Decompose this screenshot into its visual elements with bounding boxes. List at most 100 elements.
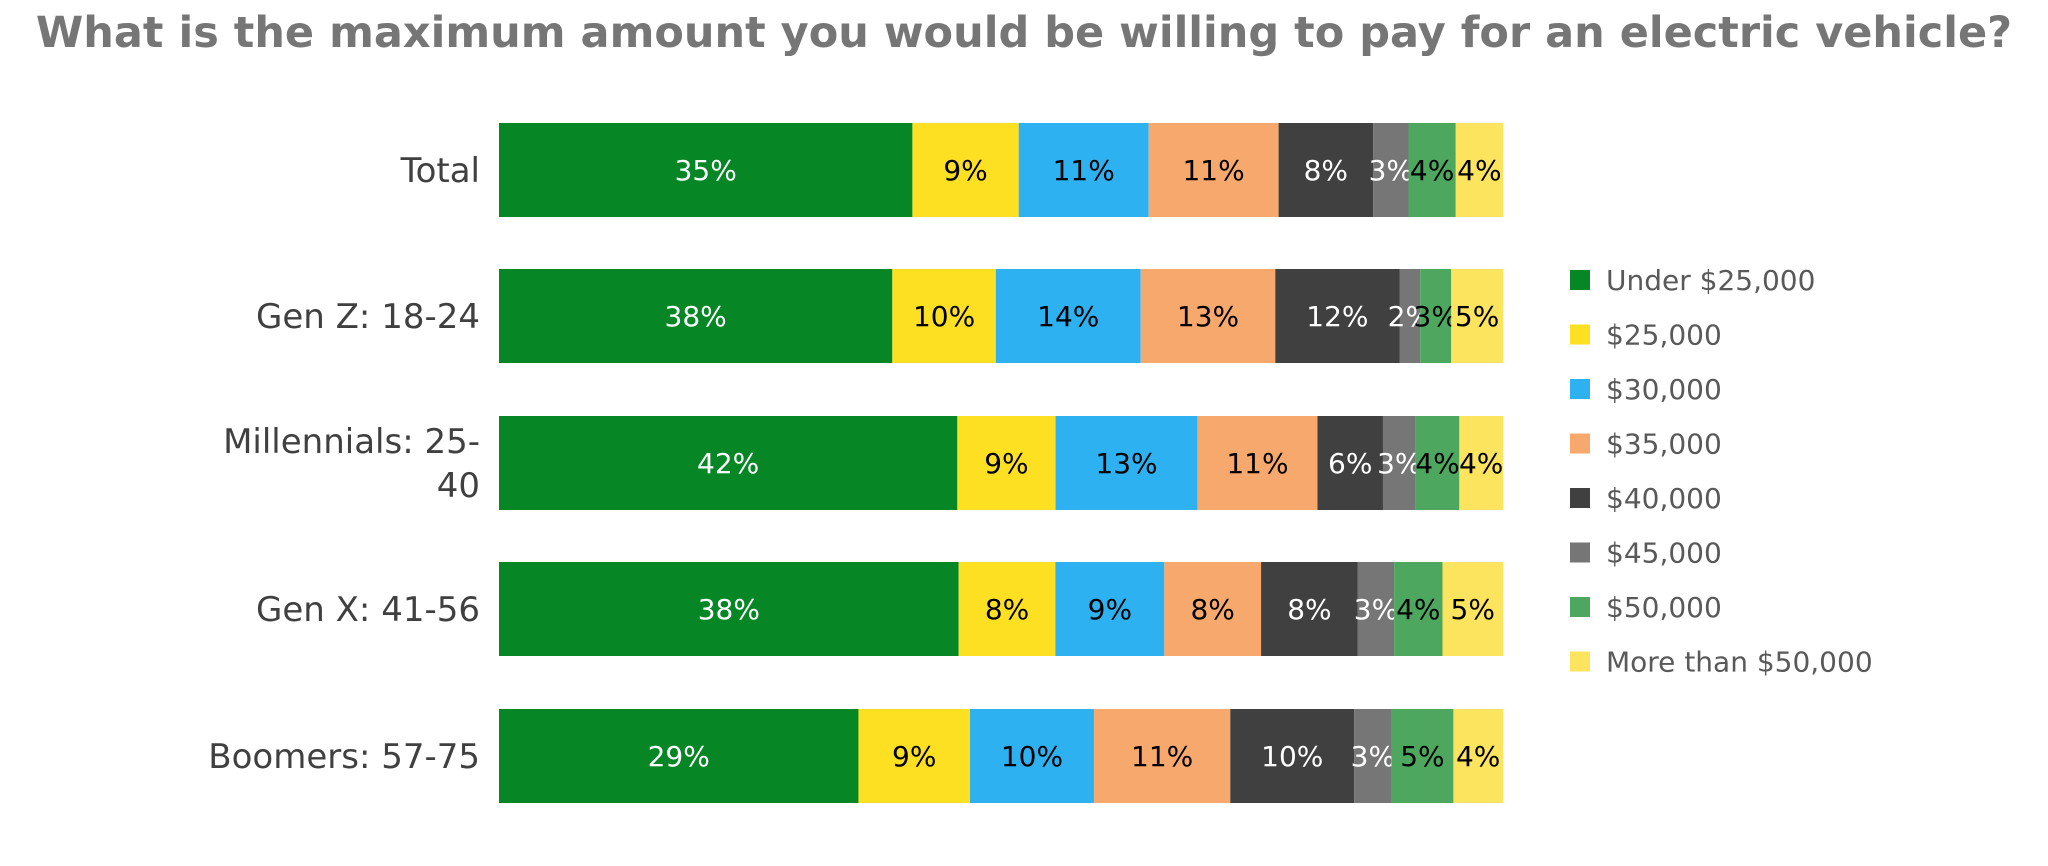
legend-label: $40,000 <box>1606 482 1722 515</box>
bar-segment <box>1391 709 1454 803</box>
data-label: 9% <box>1088 593 1132 626</box>
bar-segment <box>1373 123 1409 217</box>
data-label: 13% <box>1095 447 1157 480</box>
data-label: 42% <box>697 447 759 480</box>
legend-label: $25,000 <box>1606 319 1722 352</box>
data-label: 9% <box>892 740 936 773</box>
legend-label: $30,000 <box>1606 373 1722 406</box>
data-label: 12% <box>1306 300 1368 333</box>
data-label: 8% <box>1190 593 1234 626</box>
bar-segment <box>892 269 996 363</box>
bar-segment <box>1442 562 1503 656</box>
bar-segment <box>1197 416 1318 510</box>
data-label: 3% <box>1377 447 1421 480</box>
category-labels: Total Gen Z: 18-24 Millennials: 25-40 Gen X… <box>208 151 480 777</box>
legend-label: More than $50,000 <box>1606 646 1873 679</box>
data-label: 10% <box>1001 740 1063 773</box>
bar-segment <box>1148 123 1279 217</box>
data-label: 9% <box>943 154 987 187</box>
bar-segment <box>1455 123 1503 217</box>
data-label: 3% <box>1354 593 1398 626</box>
bar-segment <box>1357 562 1395 656</box>
data-label: 11% <box>1182 154 1244 187</box>
data-label: 5% <box>1451 593 1495 626</box>
legend-label: $45,000 <box>1606 537 1722 570</box>
bar-segment <box>499 416 958 510</box>
bar-segment <box>499 123 913 217</box>
legend-label: $50,000 <box>1606 591 1722 624</box>
data-label: 35% <box>675 154 737 187</box>
data-label: 8% <box>985 593 1029 626</box>
bar-segment <box>970 709 1094 803</box>
bar-segment <box>1055 416 1198 510</box>
data-label: 3% <box>1414 300 1458 333</box>
chart-title: What is the maximum amount you would be … <box>35 8 2013 58</box>
bar-segment <box>1382 416 1416 510</box>
data-label: 4% <box>1457 154 1501 187</box>
data-label: 8% <box>1304 154 1348 187</box>
data-label: 5% <box>1400 740 1444 773</box>
bar-segment <box>1394 562 1443 656</box>
data-label: 6% <box>1328 447 1372 480</box>
bar-segment <box>1354 709 1392 803</box>
data-label: 4% <box>1456 740 1500 773</box>
data-label: 11% <box>1131 740 1193 773</box>
legend-swatch <box>1570 542 1590 563</box>
bar-segment <box>499 562 959 656</box>
bar-segment <box>1408 123 1456 217</box>
legend-swatch <box>1570 488 1590 508</box>
data-label: 13% <box>1177 300 1239 333</box>
legend-swatch <box>1570 270 1590 290</box>
legend-swatch <box>1570 651 1590 672</box>
bar-segment <box>1399 269 1421 363</box>
category-label: Gen Z: 18-24 <box>256 297 480 337</box>
data-label: 38% <box>665 300 727 333</box>
data-label: 14% <box>1037 300 1099 333</box>
bar-segment <box>912 123 1019 217</box>
bar-segment <box>1317 416 1383 510</box>
bar-segment <box>1230 709 1355 803</box>
data-label: 8% <box>1287 593 1331 626</box>
data-label: 38% <box>698 593 760 626</box>
category-label: Gen X: 41-56 <box>256 590 480 630</box>
category-label: Total <box>400 151 480 191</box>
bar-segment <box>499 269 893 363</box>
data-label: 5% <box>1455 300 1499 333</box>
data-label: 4% <box>1396 593 1440 626</box>
legend: Under $25,000 $25,000 $30,000 $35,000 $40,00… <box>1570 264 1873 679</box>
data-label: 11% <box>1053 154 1115 187</box>
bar-segment <box>1093 709 1231 803</box>
bar-segment <box>1451 269 1503 363</box>
bar-segment <box>858 709 971 803</box>
bar-segment <box>1140 269 1276 363</box>
data-label: 29% <box>648 740 710 773</box>
data-label: 9% <box>984 447 1028 480</box>
bar-segment <box>1420 269 1452 363</box>
bar-segment <box>1415 416 1460 510</box>
bar-segment <box>1275 269 1400 363</box>
bar-segment <box>1278 123 1374 217</box>
legend-label: Under $25,000 <box>1606 264 1815 297</box>
data-label: 10% <box>1261 740 1323 773</box>
bar-segment <box>1164 562 1262 656</box>
category-label: Millennials: 25-40 <box>223 422 480 506</box>
bar-segment <box>499 709 859 803</box>
legend-swatch <box>1570 433 1590 454</box>
bar-segment <box>1453 709 1503 803</box>
data-label: 10% <box>913 300 975 333</box>
bar-segment <box>1459 416 1503 510</box>
legend-swatch <box>1570 597 1590 617</box>
data-label: 4% <box>1415 447 1459 480</box>
bar-segment <box>957 416 1056 510</box>
bar-segment <box>995 269 1141 363</box>
bar-segment <box>1261 562 1358 656</box>
data-label: 3% <box>1351 740 1395 773</box>
legend-swatch <box>1570 324 1590 345</box>
data-label: 4% <box>1410 154 1454 187</box>
data-label: 11% <box>1226 447 1288 480</box>
bars-group: 35% 9% 11% 11% 8% 3%4% 4%38% 10% 14% 13% 12% 2%3%5%… <box>499 123 1503 803</box>
data-label: 4% <box>1459 447 1503 480</box>
category-label: Boomers: 57-75 <box>208 737 480 777</box>
legend-label: $35,000 <box>1606 428 1722 461</box>
